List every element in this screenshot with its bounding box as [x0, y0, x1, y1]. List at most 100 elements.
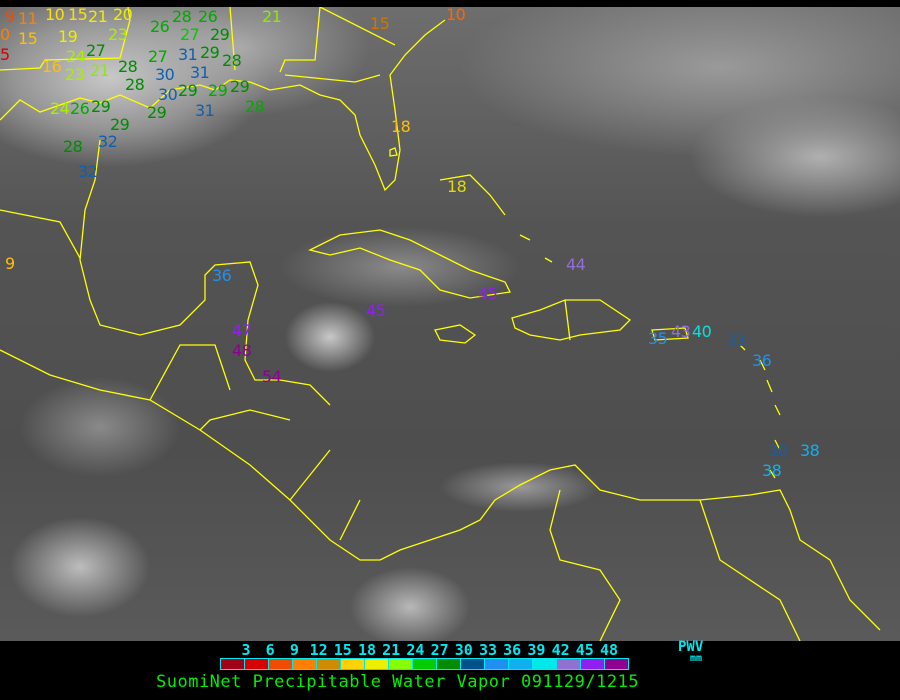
- pwv-station-label: 21: [88, 7, 108, 26]
- legend-tick-label: 42: [551, 641, 570, 659]
- florida-lake: [389, 147, 398, 157]
- pwv-station-label: 28: [118, 57, 138, 76]
- pwv-station-label: 33: [726, 331, 746, 350]
- legend-tick-label: 48: [599, 641, 619, 659]
- legend-swatch: [413, 659, 437, 669]
- legend-swatch: [437, 659, 461, 669]
- pwv-station-label: 0: [0, 25, 10, 44]
- map-title: SuomiNet Precipitable Water Vapor 091129…: [156, 672, 640, 692]
- legend-swatch: [581, 659, 605, 669]
- pwv-station-label: 29: [178, 81, 198, 100]
- pwv-station-label: 28: [172, 7, 192, 26]
- pwv-station-label: 19: [58, 27, 78, 46]
- pwv-station-label: 32: [98, 132, 118, 151]
- legend-swatch: [221, 659, 245, 669]
- pwv-station-label: 38: [800, 441, 820, 460]
- pwv-station-label: 26: [198, 7, 218, 26]
- pwv-station-label: 47: [232, 321, 252, 340]
- pwv-station-label: 11: [18, 9, 38, 28]
- legend-color-bar: [220, 658, 629, 670]
- legend-tick-label: 6: [265, 641, 275, 659]
- pwv-station-label: 29: [210, 25, 230, 44]
- pwv-station-label: 23: [108, 25, 128, 44]
- legend-tick-label: 15: [333, 641, 352, 659]
- legend-tick-label: 12: [309, 641, 328, 659]
- us-gulf-coast: [0, 19, 446, 192]
- pwv-station-label: 18: [447, 177, 467, 196]
- pwv-station-label: 29: [200, 43, 220, 62]
- legend-swatch: [245, 659, 269, 669]
- pwv-station-label: 54: [262, 367, 282, 386]
- pwv-station-label: 10: [45, 7, 65, 24]
- pwv-station-label: 45: [478, 284, 498, 303]
- legend-tick-label: 21: [382, 641, 401, 659]
- pwv-station-label: 27: [180, 25, 200, 44]
- pwv-station-label: 40: [692, 322, 712, 341]
- cuba: [308, 229, 511, 299]
- legend-tick-label: 30: [454, 641, 473, 659]
- pwv-station-label: 23: [65, 65, 85, 84]
- legend-swatch: [533, 659, 557, 669]
- legend-swatch: [557, 659, 581, 669]
- legend-swatch: [389, 659, 413, 669]
- puerto-rico: [651, 327, 689, 341]
- pwv-station-label: 30: [155, 65, 175, 84]
- legend-tick-label: 9: [289, 641, 299, 659]
- pwv-station-label: 36: [752, 351, 772, 370]
- satellite-ir-image: 9 11 0 15 5 10 15 21 20 23 26 28 27 26 29 19 24 27 16 23 21 2…: [0, 7, 900, 641]
- pwv-station-label: 26: [70, 99, 90, 118]
- mexico-coast: [0, 139, 331, 406]
- pwv-station-label: 9: [5, 254, 15, 273]
- legend-unit-label: PWV: [678, 639, 704, 655]
- pwv-station-label: 29: [230, 77, 250, 96]
- pwv-station-label: 43: [671, 322, 691, 341]
- us-state-borders: [127, 7, 396, 83]
- pwv-station-label: 9: [5, 7, 15, 26]
- pwv-station-label: 5: [0, 45, 10, 64]
- pwv-station-label: 31: [195, 101, 215, 120]
- pwv-station-label: 18: [391, 117, 411, 136]
- legend-swatch: [365, 659, 389, 669]
- pwv-station-label: 31: [178, 45, 198, 64]
- pwv-station-label: 28: [245, 97, 265, 116]
- pwv-station-label: 48: [232, 341, 252, 360]
- legend-swatch: [317, 659, 341, 669]
- pwv-station-label: 29: [110, 115, 130, 134]
- pwv-station-label: 27: [86, 41, 106, 60]
- legend-tick-label: 45: [575, 641, 594, 659]
- pwv-station-label: 28: [125, 75, 145, 94]
- pwv-station-label: 38: [762, 461, 782, 480]
- pwv-station-label: 36: [212, 266, 232, 285]
- pwv-station-label: 15: [18, 29, 38, 48]
- legend-tick-label: 3: [241, 641, 251, 659]
- pwv-station-label: 15: [68, 7, 88, 24]
- lesser-antilles: [739, 344, 781, 479]
- pwv-station-label: 31: [190, 63, 210, 82]
- legend-tick-label: 24: [406, 641, 425, 659]
- legend-unit: mm: [690, 653, 703, 664]
- pwv-station-label: 24: [66, 47, 86, 66]
- legend-swatch: [293, 659, 317, 669]
- legend-swatch: [461, 659, 485, 669]
- pwv-station-label: 45: [366, 301, 386, 320]
- pwv-station-label: 35: [648, 329, 668, 348]
- legend-tick-label: 18: [357, 641, 377, 659]
- pwv-station-label: 44: [566, 255, 586, 274]
- pwv-station-label: 29: [208, 81, 228, 100]
- legend-swatch: [341, 659, 365, 669]
- legend-tick-label: 33: [478, 641, 498, 659]
- pwv-station-label: 30: [158, 85, 178, 104]
- pwv-station-label: 28: [222, 51, 242, 70]
- legend-tick-label: 27: [430, 641, 449, 659]
- jamaica: [434, 324, 477, 344]
- pwv-station-label: 24: [50, 99, 70, 118]
- pwv-station-label: 28: [63, 137, 83, 156]
- pwv-station-label: 10: [446, 7, 466, 24]
- legend-swatch: [269, 659, 293, 669]
- pwv-station-label: 26: [150, 17, 170, 36]
- pwv-station-label: 15: [370, 14, 390, 33]
- coastlines-and-borders: [0, 7, 881, 641]
- pwv-station-label: 21: [90, 61, 110, 80]
- pwv-station-label: 29: [147, 103, 167, 122]
